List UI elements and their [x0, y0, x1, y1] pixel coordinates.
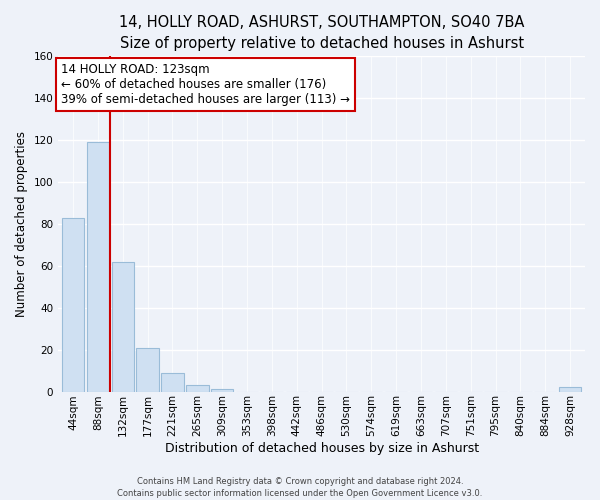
Text: Contains HM Land Registry data © Crown copyright and database right 2024.
Contai: Contains HM Land Registry data © Crown c… [118, 476, 482, 498]
Bar [211, 390, 233, 392]
Text: 14 HOLLY ROAD: 123sqm
← 60% of detached houses are smaller (176)
39% of semi-det: 14 HOLLY ROAD: 123sqm ← 60% of detached … [61, 63, 350, 106]
Bar [87, 142, 109, 392]
Bar [136, 348, 159, 392]
Bar [161, 372, 184, 392]
Title: 14, HOLLY ROAD, ASHURST, SOUTHAMPTON, SO40 7BA
Size of property relative to deta: 14, HOLLY ROAD, ASHURST, SOUTHAMPTON, SO… [119, 15, 524, 51]
Y-axis label: Number of detached properties: Number of detached properties [15, 131, 28, 317]
Bar [559, 388, 581, 392]
Bar [62, 218, 84, 392]
Bar [112, 262, 134, 392]
X-axis label: Distribution of detached houses by size in Ashurst: Distribution of detached houses by size … [164, 442, 479, 455]
Bar [186, 386, 209, 392]
